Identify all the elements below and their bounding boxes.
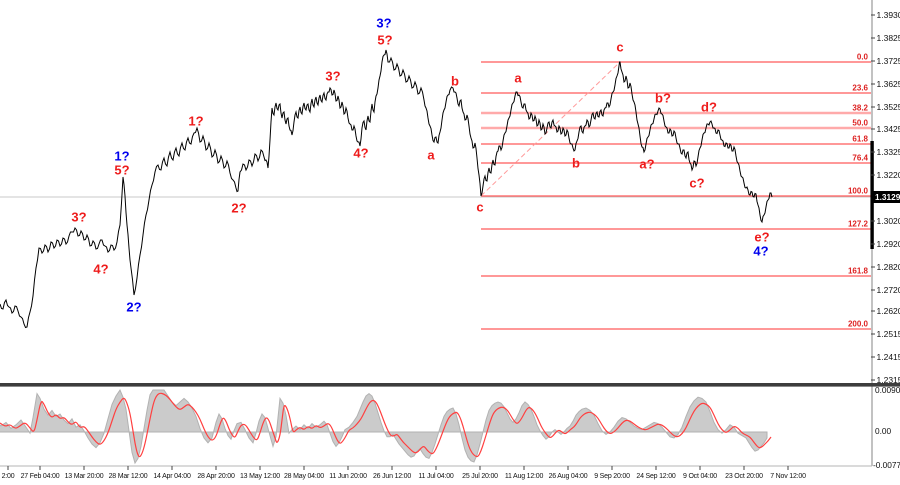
time-label: 7 Nov 12:00	[770, 473, 806, 480]
wave-label-red[interactable]: 1?	[188, 114, 203, 129]
wave-label-red[interactable]: 4?	[353, 146, 368, 161]
fib-level-label: 23.6	[852, 84, 868, 93]
indicator-min-label: -0.00772	[873, 460, 900, 470]
time-label: 25 Jul 20:00	[462, 473, 498, 480]
wave-label-red[interactable]: b	[572, 156, 580, 171]
fib-level-label: 50.0	[852, 119, 868, 128]
fib-level-label: 0.0	[857, 53, 869, 62]
price-tick-label: 1.3725	[877, 56, 900, 66]
time-label: 11 Jul 04:00	[418, 473, 454, 480]
wave-label-red[interactable]: 5?	[377, 33, 392, 48]
time-label: 28 May 04:00	[284, 473, 324, 480]
time-label: 11 Jun 20:00	[329, 473, 367, 480]
time-axis[interactable]: 2:00 27 Feb 04:00 13 Mar 20:00 28 Mar 12:00…	[2, 466, 806, 480]
price-tick-label: 1.3020	[877, 216, 900, 226]
indicator-zero-label: 0.00	[875, 426, 892, 436]
wave-label-red[interactable]: a?	[639, 157, 654, 172]
time-label: 24 Sep 12:00	[636, 473, 676, 480]
current-price-box	[873, 191, 900, 203]
wave-label-red[interactable]: 2?	[231, 201, 246, 216]
oscillator-fill	[0, 388, 768, 465]
price-chart-area[interactable]	[0, 49, 773, 329]
wave-label-red[interactable]: 3?	[325, 69, 340, 84]
price-tick-label: 1.2515	[877, 329, 900, 339]
wave-label-red[interactable]: e?	[754, 230, 769, 245]
fib-level-label: 100.0	[848, 187, 869, 196]
time-label: 23 Oct 20:00	[725, 473, 763, 480]
time-label: 26 Aug 04:00	[549, 473, 588, 480]
wave-label-blue[interactable]: 1?	[114, 149, 129, 164]
wave-label-blue[interactable]: 4?	[753, 244, 768, 259]
price-tick-label: 1.2315	[877, 375, 900, 385]
wave-label-red[interactable]: b?	[655, 91, 671, 106]
wave-label-red[interactable]: b	[451, 74, 459, 89]
price-tick-label: 1.2920	[877, 239, 900, 249]
price-tick-label: 1.3425	[877, 124, 900, 134]
time-label: 28 Mar 12:00	[109, 473, 148, 480]
time-label: 13 Mar 20:00	[65, 473, 104, 480]
axis-range-bar	[870, 141, 874, 249]
price-tick-label: 1.2720	[877, 285, 900, 295]
price-tick-label: 1.3220	[877, 170, 900, 180]
price-tick-label: 1.3930	[877, 10, 900, 20]
time-label: 2:00	[2, 473, 15, 480]
fib-level-label: 161.8	[848, 267, 869, 276]
wave-label-red[interactable]: 5?	[114, 163, 129, 178]
fibonacci-layer: 0.0 23.6 38.2 50.0 61.8 76.4 100.0 127.2 161.8 20…	[480, 53, 871, 330]
panel-separator[interactable]	[0, 383, 900, 387]
time-label: 11 Aug 12:00	[505, 473, 544, 480]
time-label: 9 Sep 20:00	[594, 473, 630, 480]
wave-label-red[interactable]: a	[514, 71, 522, 86]
fib-level-label: 127.2	[848, 220, 869, 229]
wave-label-red[interactable]: c	[476, 200, 483, 215]
wave-label-red[interactable]: c?	[689, 176, 704, 191]
time-label: 13 May 12:00	[240, 473, 280, 480]
time-label: 27 Feb 04:00	[21, 473, 60, 480]
price-tick-label: 1.3625	[877, 79, 900, 89]
price-tick-label: 1.3325	[877, 147, 900, 157]
wave-label-red[interactable]: 4?	[93, 262, 108, 277]
price-tick-label: 1.2620	[877, 306, 900, 316]
wave-label-red[interactable]: c	[616, 40, 623, 55]
time-label: 14 Apr 04:00	[153, 473, 191, 480]
price-tick-label: 1.3525	[877, 102, 900, 112]
indicator-max-label: 0.00905	[875, 385, 900, 395]
wave-label-red[interactable]: d?	[701, 100, 717, 115]
fib-level-label: 200.0	[848, 320, 869, 329]
price-tick-label: 1.2415	[877, 352, 900, 362]
wave-label-blue[interactable]: 2?	[126, 300, 141, 315]
wave-label-blue[interactable]: 3?	[376, 16, 391, 31]
fib-trendline[interactable]	[480, 61, 621, 197]
time-label: 28 Apr 20:00	[197, 473, 235, 480]
fib-level-label: 38.2	[852, 104, 868, 113]
current-price-label: 1.3129	[875, 192, 900, 202]
wave-label-red[interactable]: 3?	[71, 210, 86, 225]
fib-level-label: 76.4	[852, 154, 868, 163]
price-tick-label: 1.3825	[877, 33, 900, 43]
oscillator-line	[0, 392, 772, 458]
indicator-panel[interactable]	[0, 388, 772, 465]
wave-label-red[interactable]: a	[427, 148, 435, 163]
price-axis[interactable]: 1.3930 1.3825 1.3725 1.3625 1.3525 1.3425 1.33…	[871, 10, 900, 385]
price-tick-label: 1.2820	[877, 262, 900, 272]
fib-level-label: 61.8	[852, 135, 868, 144]
time-label: 9 Oct 04:00	[683, 473, 717, 480]
time-label: 26 Jun 12:00	[373, 473, 411, 480]
price-line	[0, 49, 773, 329]
